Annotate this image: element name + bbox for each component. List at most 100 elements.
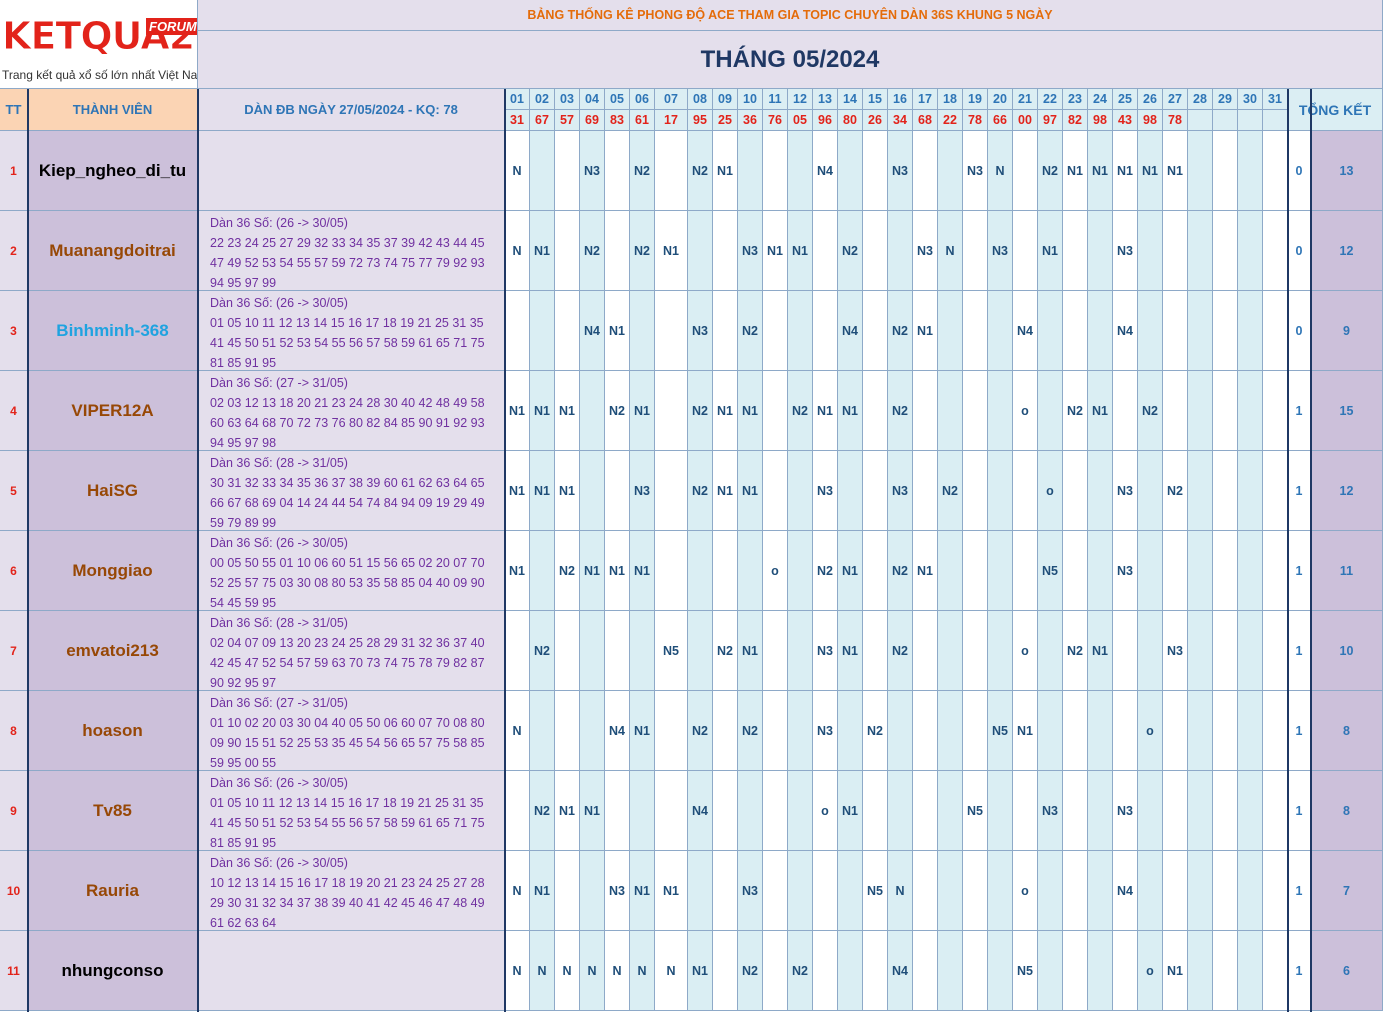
dan-cell — [198, 131, 505, 211]
day-cell — [1238, 691, 1263, 771]
day-cell: N1 — [630, 691, 655, 771]
hit-count: 1 — [1288, 691, 1311, 771]
day-cell — [1213, 931, 1238, 1011]
day-cell — [713, 851, 738, 931]
day-cell: N4 — [813, 131, 838, 211]
day-cell — [988, 771, 1013, 851]
day-cell: o — [1013, 371, 1038, 451]
member-name: Rauria — [28, 851, 198, 931]
day-cell — [1063, 771, 1088, 851]
day-cell: N1 — [580, 531, 605, 611]
day-cell — [1238, 131, 1263, 211]
day-cell — [1238, 851, 1263, 931]
day-cell — [1213, 211, 1238, 291]
day-cell: N1 — [838, 771, 863, 851]
day-cell — [788, 691, 813, 771]
day-result: 57 — [555, 110, 580, 131]
day-cell: N1 — [555, 771, 580, 851]
dan-cell: Dàn 36 Số: (27 -> 31/05) 02 03 12 13 18 2… — [198, 371, 505, 451]
day-cell — [1113, 371, 1138, 451]
day-cell: N1 — [713, 371, 738, 451]
day-cell — [1238, 291, 1263, 371]
day-cell: N3 — [605, 851, 630, 931]
day-header: 14 — [838, 89, 863, 110]
hit-count: 1 — [1288, 611, 1311, 691]
hit-count: 1 — [1288, 451, 1311, 531]
day-cell — [913, 451, 938, 531]
row-number: 7 — [0, 611, 28, 691]
day-header: 23 — [1063, 89, 1088, 110]
day-cell: N — [505, 211, 530, 291]
day-result — [1188, 110, 1213, 131]
day-cell: N — [988, 131, 1013, 211]
divider — [504, 89, 506, 1012]
day-cell — [1088, 211, 1113, 291]
day-cell: N1 — [688, 931, 713, 1011]
dan-numbers: 02 04 07 09 13 20 23 24 25 28 29 31 32 3… — [210, 636, 485, 690]
day-header: 21 — [1013, 89, 1038, 110]
day-cell — [630, 771, 655, 851]
hit-count: 0 — [1288, 131, 1311, 211]
day-cell: N — [605, 931, 630, 1011]
day-cell: o — [1138, 691, 1163, 771]
day-header: 20 — [988, 89, 1013, 110]
day-cell: N2 — [713, 611, 738, 691]
day-cell — [838, 451, 863, 531]
day-cell — [1038, 371, 1063, 451]
day-cell — [913, 611, 938, 691]
total-score: 12 — [1311, 451, 1383, 531]
day-cell — [1213, 131, 1238, 211]
day-cell — [988, 931, 1013, 1011]
day-cell — [1188, 611, 1213, 691]
day-result: 95 — [688, 110, 713, 131]
day-cell: N2 — [888, 291, 913, 371]
day-cell: N4 — [888, 931, 913, 1011]
day-header: 13 — [813, 89, 838, 110]
day-header: 08 — [688, 89, 713, 110]
total-score: 7 — [1311, 851, 1383, 931]
hit-count: 1 — [1288, 771, 1311, 851]
day-cell: N2 — [688, 691, 713, 771]
day-cell — [1188, 371, 1213, 451]
day-cell — [1013, 131, 1038, 211]
day-cell: N — [630, 931, 655, 1011]
day-header: 11 — [763, 89, 788, 110]
day-cell: N2 — [863, 691, 888, 771]
day-cell — [580, 611, 605, 691]
day-cell — [1013, 771, 1038, 851]
dan-numbers: 01 05 10 11 12 13 14 15 16 17 18 19 21 2… — [210, 316, 485, 370]
day-header: 24 — [1088, 89, 1113, 110]
day-cell — [1088, 691, 1113, 771]
day-header: 01 — [505, 89, 530, 110]
day-cell — [1263, 611, 1288, 691]
day-cell — [1138, 211, 1163, 291]
row-number: 4 — [0, 371, 28, 451]
day-cell — [655, 451, 688, 531]
day-cell: N1 — [655, 851, 688, 931]
day-header: 04 — [580, 89, 605, 110]
day-cell: o — [813, 771, 838, 851]
day-cell: N2 — [555, 531, 580, 611]
day-cell — [1213, 531, 1238, 611]
day-cell — [605, 611, 630, 691]
day-result: 31 — [505, 110, 530, 131]
day-cell — [1163, 211, 1188, 291]
title-bar: BẢNG THỐNG KÊ PHONG ĐỘ ACE THAM GIA TOPI… — [198, 0, 1383, 31]
row-number: 3 — [0, 291, 28, 371]
day-cell — [913, 771, 938, 851]
day-cell — [813, 931, 838, 1011]
member-name: emvatoi213 — [28, 611, 198, 691]
day-cell — [1238, 611, 1263, 691]
day-cell — [888, 691, 913, 771]
day-cell — [1213, 371, 1238, 451]
total-score: 8 — [1311, 691, 1383, 771]
day-cell: N1 — [605, 531, 630, 611]
day-cell — [1238, 451, 1263, 531]
day-cell: N2 — [788, 931, 813, 1011]
day-cell: N1 — [713, 131, 738, 211]
day-cell: N2 — [888, 611, 913, 691]
day-cell: N — [505, 851, 530, 931]
member-name: Tv85 — [28, 771, 198, 851]
day-header: 19 — [963, 89, 988, 110]
day-cell — [838, 931, 863, 1011]
